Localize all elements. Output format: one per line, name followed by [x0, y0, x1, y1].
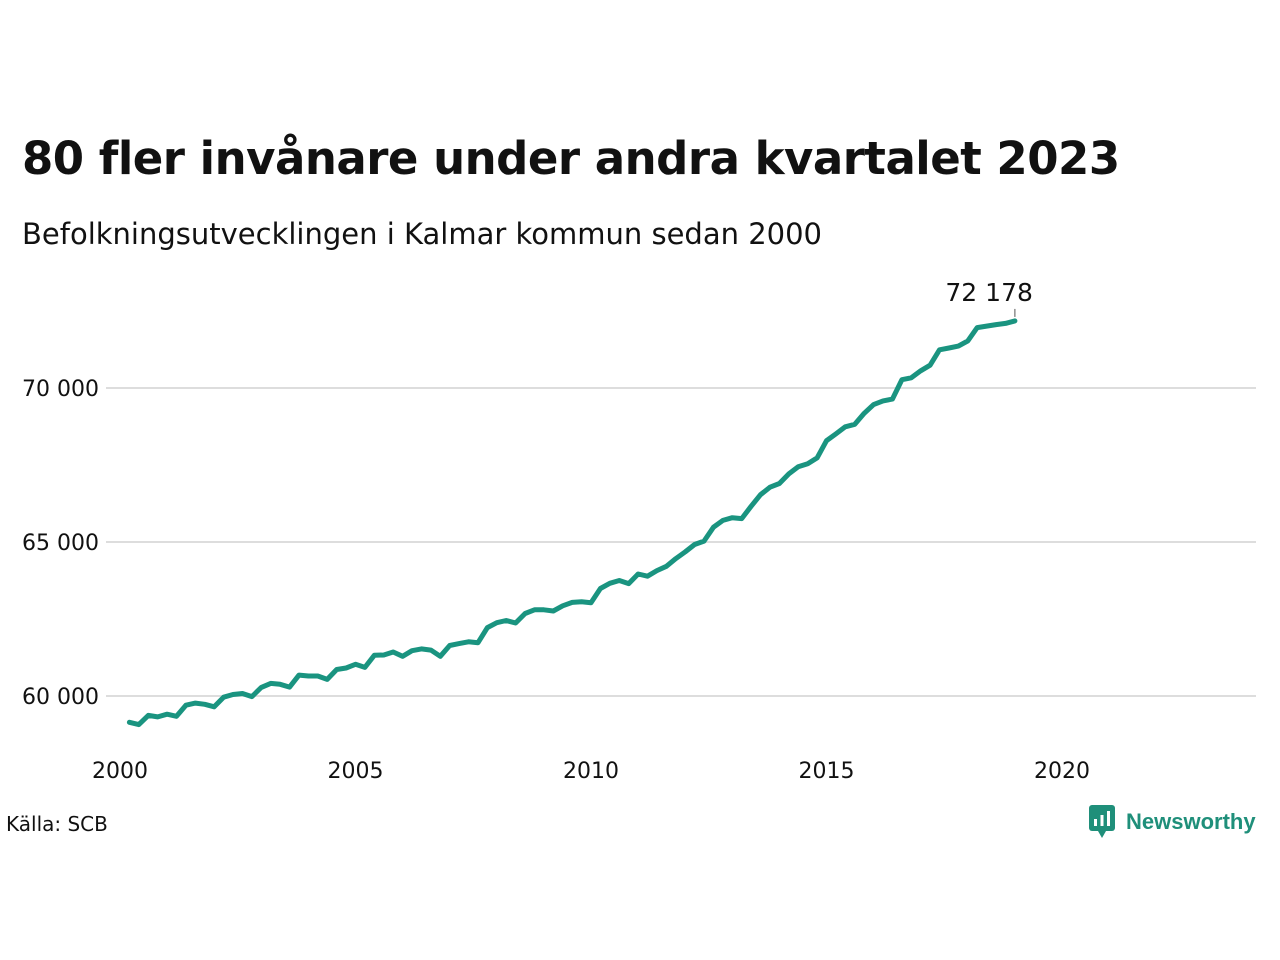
- newsworthy-logo-icon: [1089, 805, 1115, 838]
- gridlines: [106, 387, 1256, 697]
- x-tick-label: 2015: [799, 759, 855, 784]
- brand-name: Newsworthy: [1126, 809, 1256, 834]
- x-tick-label: 2005: [328, 759, 384, 784]
- annotations: 72 178: [945, 278, 1033, 317]
- y-tick-label: 65 000: [22, 531, 99, 556]
- y-axis-tick-labels: 60 000 65 000 70 000: [22, 377, 99, 710]
- brand-logo: Newsworthy: [1088, 804, 1256, 840]
- series-line-0: [126, 318, 1018, 728]
- x-tick-label: 2010: [563, 759, 619, 784]
- series: [126, 318, 1018, 728]
- source-note: Källa: SCB: [6, 812, 108, 836]
- y-tick-label: 60 000: [22, 685, 99, 710]
- y-tick-label: 70 000: [22, 377, 99, 402]
- x-tick-label: 2020: [1034, 759, 1090, 784]
- x-tick-label: 2000: [92, 759, 148, 784]
- x-axis-tick-labels: 2000 2005 2010 2015 2020: [92, 759, 1090, 784]
- end-value-label: 72 178: [945, 278, 1032, 307]
- chart-title: 80 fler invånare under andra kvartalet 2…: [22, 132, 1120, 185]
- chart-subtitle: Befolkningsutvecklingen i Kalmar kommun …: [22, 217, 822, 251]
